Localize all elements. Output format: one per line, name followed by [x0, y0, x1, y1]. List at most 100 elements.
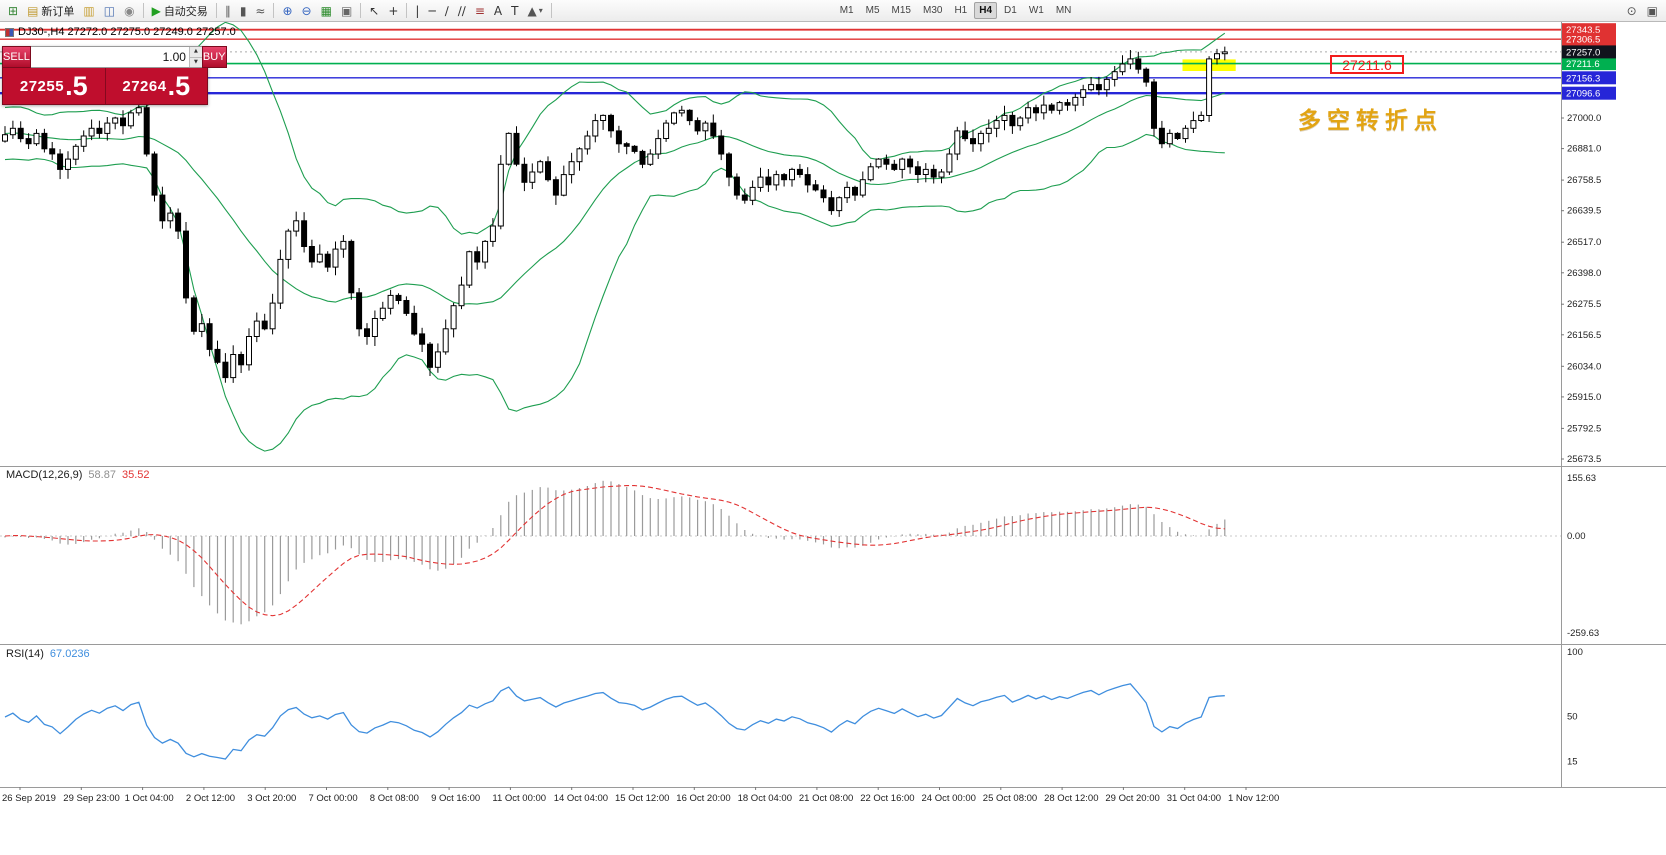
equidistant-channel-button[interactable]: ∕∕ [454, 1, 470, 20]
navigator-button[interactable]: ◉ [120, 1, 138, 20]
autotrading-button[interactable]: ▶ 自动交易 [148, 1, 212, 20]
price-tick-label: 26034.0 [1567, 361, 1601, 372]
new-chart-button[interactable]: ⊞ [4, 1, 22, 20]
symbol-header: DJ30-,H4 27272.0 27275.0 27249.0 27257.0 [5, 26, 236, 38]
vertical-line-button[interactable]: | [411, 1, 423, 20]
shapes-button[interactable]: ▲ ▾ [523, 1, 546, 20]
shapes-icon: ▲ [527, 3, 537, 18]
macd-main-value: 58.87 [88, 469, 116, 481]
volume-spinner: ▲ ▼ [188, 47, 202, 67]
rsi-name: RSI(14) [6, 648, 44, 660]
time-scale[interactable]: 26 Sep 2019 29 Sep 23:00 1 Oct 04:00 2 Oct … [2, 787, 1279, 804]
time-tick-label: 1 Oct 04:00 [125, 793, 174, 804]
volume-input[interactable] [30, 47, 189, 67]
toolbar: ⊞ ▤ 新订单 ▥ ◫ ◉ ▶ 自动交易 ∥ ▮ ≈ ⊕ ⊖ ▦ ▣ ↖ + | ─ ∕ ∕∕ ≡ A T ▲ ▾ M1 M5 M15… [0, 0, 1666, 22]
sell-button[interactable]: SELL [2, 46, 31, 68]
rsi-label: RSI(14) 67.0236 [6, 648, 90, 660]
trendline-button[interactable]: ∕ [441, 1, 453, 20]
text-label-button[interactable]: T [507, 1, 522, 20]
price-callout: 27211.6 [1330, 55, 1404, 74]
toolbar-right: ⊙ ▣ [1623, 1, 1662, 20]
chart-candles-button[interactable]: ▮ [236, 1, 251, 20]
timeframe-m5-button[interactable]: M5 [865, 5, 880, 16]
volume-decrease-button[interactable]: ▼ [189, 57, 202, 67]
fibonacci-button[interactable]: ≡ [471, 1, 489, 20]
chart-candles-icon: ▮ [239, 3, 247, 18]
toolbar-separator [273, 3, 275, 18]
new-order-button[interactable]: ▤ 新订单 [23, 1, 78, 20]
time-tick-label: 21 Oct 08:00 [799, 793, 853, 804]
bollinger-middle [4, 92, 1225, 305]
price-tick-label: 26639.5 [1567, 206, 1601, 217]
buy-button[interactable]: BUY [201, 46, 227, 68]
data-window-button[interactable]: ◫ [100, 1, 119, 20]
price-tick-label: 25915.0 [1567, 392, 1601, 403]
chart-bars-button[interactable]: ∥ [221, 1, 235, 20]
time-tick-label: 11 Oct 00:00 [492, 793, 546, 804]
market-watch-icon: ▥ [83, 3, 95, 18]
time-tick-label: 18 Oct 04:00 [738, 793, 792, 804]
time-tick-label: 24 Oct 00:00 [922, 793, 976, 804]
fibonacci-icon: ≡ [474, 3, 485, 18]
time-tick-label: 29 Sep 23:00 [63, 793, 120, 804]
new-chart-icon: ⊞ [8, 3, 19, 18]
timeframe-d1-button[interactable]: D1 [1004, 5, 1017, 16]
level-price-box-label: 27211.6 [1566, 59, 1600, 70]
timeframe-m1-button[interactable]: M1 [839, 5, 854, 16]
time-tick-label: 25 Oct 08:00 [983, 793, 1037, 804]
zoom-out-icon: ⊖ [301, 3, 312, 18]
market-watch-button[interactable]: ▥ [79, 1, 98, 20]
zoom-in-button[interactable]: ⊕ [278, 1, 296, 20]
macd-tick-label: -259.63 [1567, 628, 1599, 639]
time-tick-label: 8 Oct 08:00 [370, 793, 419, 804]
macd-signal-line [4, 485, 1225, 617]
buy-price-int: 27264 [122, 77, 167, 95]
volume-increase-button[interactable]: ▲ [189, 47, 202, 58]
text-label-icon: T [511, 3, 519, 18]
shapes-dropdown-icon: ▾ [538, 6, 543, 15]
horizontal-line-button[interactable]: ─ [424, 1, 439, 20]
macd-histogram [4, 480, 1226, 625]
tile-windows-button[interactable]: ▣ [337, 1, 356, 20]
price-divider [104, 68, 106, 104]
time-tick-label: 7 Oct 00:00 [309, 793, 358, 804]
buy-price[interactable]: 27264.5 [106, 68, 208, 104]
new-order-label: 新订单 [41, 5, 75, 18]
level-price-box-label: 27096.6 [1566, 89, 1600, 100]
macd-tick-label: 155.63 [1567, 473, 1596, 484]
timeframe-m15-button[interactable]: M15 [891, 5, 911, 16]
toolbar-items: ⊞ ▤ 新订单 ▥ ◫ ◉ ▶ 自动交易 ∥ ▮ ≈ ⊕ ⊖ ▦ ▣ ↖ + | ─ ∕ ∕∕ ≡ A T ▲ ▾ [4, 1, 555, 20]
level-price-box-label: 27156.3 [1566, 73, 1600, 84]
rsi-value: 67.0236 [49, 648, 90, 660]
text-button[interactable]: A [490, 1, 506, 20]
timeframe-mn-button[interactable]: MN [1055, 5, 1072, 16]
grid-icon: ▦ [320, 3, 332, 18]
chart-search-button[interactable]: ⊙ [1623, 1, 1641, 20]
time-tick-label: 15 Oct 12:00 [615, 793, 669, 804]
toolbar-separator [142, 3, 144, 18]
chart-line-button[interactable]: ≈ [251, 1, 269, 20]
timeframe-h1-button[interactable]: H1 [954, 5, 968, 16]
chart-profile-button[interactable]: ▣ [1643, 1, 1662, 20]
cursor-button[interactable]: ↖ [365, 1, 383, 20]
vertical-line-icon: | [415, 3, 420, 18]
chart-search-icon: ⊙ [1626, 3, 1637, 18]
sell-price-frac: .5 [65, 70, 88, 101]
time-tick-label: 16 Oct 20:00 [676, 793, 730, 804]
chart-background[interactable] [0, 22, 1666, 855]
grid-button[interactable]: ▦ [317, 1, 336, 20]
crosshair-button[interactable]: + [384, 1, 402, 20]
timeframe-w1-button[interactable]: W1 [1028, 5, 1044, 16]
timeframe-h4-button[interactable]: H4 [974, 2, 998, 19]
toolbar-separator [406, 3, 408, 18]
timeframe-m30-button[interactable]: M30 [922, 5, 943, 16]
sell-price[interactable]: 27255.5 [3, 68, 105, 104]
toolbar-separator [550, 3, 552, 18]
zoom-out-button[interactable]: ⊖ [298, 1, 316, 20]
text-icon: A [493, 3, 503, 18]
macd-name: MACD(12,26,9) [6, 469, 83, 481]
bollinger-upper [4, 21, 1226, 235]
price-scale[interactable]: 27000.0 26881.0 26758.5 26639.5 26517.0 26398… [1561, 23, 1616, 768]
